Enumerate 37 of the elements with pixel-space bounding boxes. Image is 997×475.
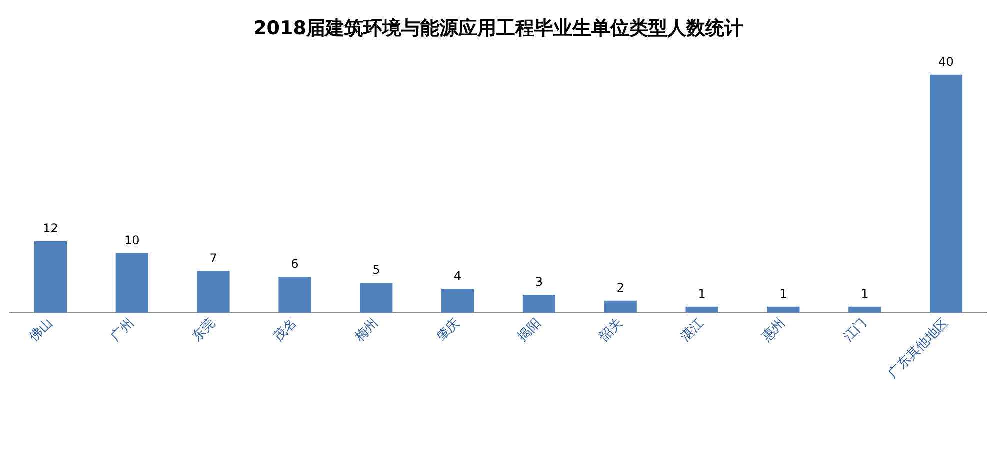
x-tick-label: 佛山 [26, 316, 56, 345]
bar [522, 294, 556, 313]
x-tick-label: 揭阳 [515, 316, 544, 345]
bar [848, 306, 882, 313]
bar [767, 306, 800, 313]
bar [686, 306, 718, 313]
data-label: 5 [372, 263, 380, 278]
x-tick-label: 广州 [108, 316, 138, 345]
bar [442, 289, 474, 313]
x-tick-label: 韶关 [596, 316, 626, 345]
x-tick-label: 梅州 [352, 316, 382, 346]
x-tick-label: 东莞 [190, 316, 219, 345]
data-label: 3 [535, 275, 544, 290]
x-tick-label: 江门 [840, 315, 870, 345]
chart-title: 2018届建筑环境与能源应用工程毕业生单位类型人数统计 [254, 17, 744, 40]
data-label: 10 [124, 233, 140, 248]
bar [197, 271, 230, 313]
x-tick-label: 茂名 [271, 316, 300, 345]
data-label: 1 [780, 286, 788, 301]
data-label: 1 [861, 286, 869, 301]
data-label: 6 [291, 257, 299, 272]
bar [34, 241, 67, 313]
bar [278, 277, 312, 313]
data-label: 7 [210, 251, 218, 266]
data-label: 1 [698, 286, 706, 301]
x-tick-label: 广东其他地区 [886, 316, 952, 382]
bar [116, 253, 148, 313]
bar [360, 283, 393, 313]
bar [930, 74, 963, 313]
x-tick-label: 肇庆 [434, 316, 464, 345]
x-tick-label: 惠州 [758, 316, 789, 346]
bar [604, 300, 637, 313]
data-label: 12 [43, 222, 58, 236]
data-label: 4 [454, 269, 462, 284]
data-label: 2 [616, 281, 624, 296]
x-tick-label: 湛江 [678, 316, 708, 345]
data-label: 40 [938, 54, 954, 69]
